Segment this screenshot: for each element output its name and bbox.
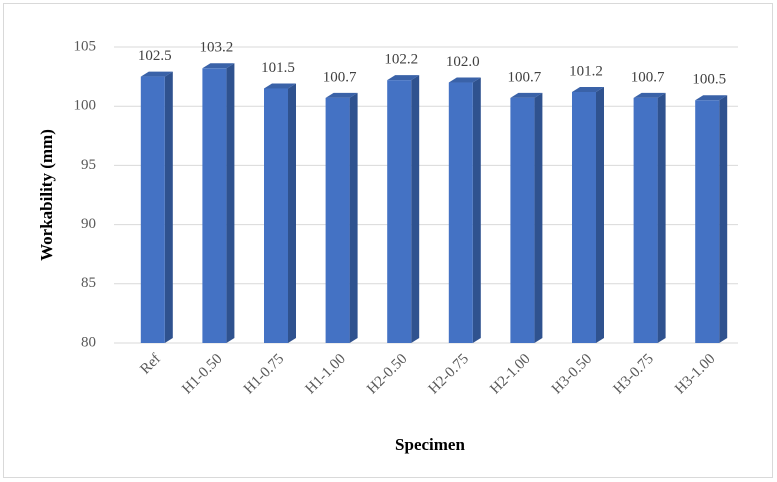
bar-side	[288, 83, 296, 343]
bar-side	[719, 95, 728, 343]
bar-top	[572, 86, 604, 92]
y-tick-label: 100	[74, 98, 97, 114]
value-label: 102.0	[446, 54, 480, 70]
y-tick-label: 105	[74, 38, 97, 54]
bar-top	[202, 63, 235, 69]
y-tick-label: 95	[81, 157, 96, 173]
x-axis-title: Specimen	[395, 435, 465, 454]
bar	[202, 68, 227, 343]
value-label: 101.5	[261, 60, 295, 76]
bar-side	[472, 77, 481, 344]
y-tick-label: 90	[81, 216, 96, 232]
bar-side	[411, 75, 420, 343]
value-label: 100.5	[692, 72, 726, 88]
value-label: 100.7	[631, 69, 665, 85]
value-label: 100.7	[508, 69, 542, 85]
bar-top	[325, 92, 358, 98]
bar-top	[387, 75, 420, 81]
bar	[695, 100, 720, 343]
bar-side	[164, 71, 173, 343]
bar	[264, 88, 288, 343]
bar-side	[657, 92, 666, 343]
bar	[448, 82, 473, 344]
bar-top	[633, 92, 666, 98]
value-label: 102.2	[384, 52, 418, 68]
y-tick-label: 80	[81, 334, 96, 350]
bar	[325, 97, 350, 343]
value-label: 100.7	[323, 69, 357, 85]
bar-top	[264, 83, 296, 89]
bar-side	[226, 63, 235, 343]
bar-top	[510, 92, 543, 98]
bar-top	[140, 71, 173, 77]
bar-top	[695, 95, 728, 101]
bar	[387, 80, 412, 343]
y-axis-title: Workability (mm)	[37, 129, 56, 261]
bar	[140, 76, 165, 343]
bar-side	[596, 86, 604, 343]
value-label: 102.5	[138, 48, 172, 64]
bar	[572, 91, 596, 343]
y-tick-label: 85	[81, 275, 96, 291]
bar-top	[448, 77, 481, 83]
bar-side	[534, 92, 543, 343]
bar-side	[349, 92, 358, 343]
value-label: 101.2	[569, 63, 603, 79]
bar	[633, 97, 658, 343]
bar	[510, 97, 535, 343]
value-label: 103.2	[200, 40, 234, 56]
